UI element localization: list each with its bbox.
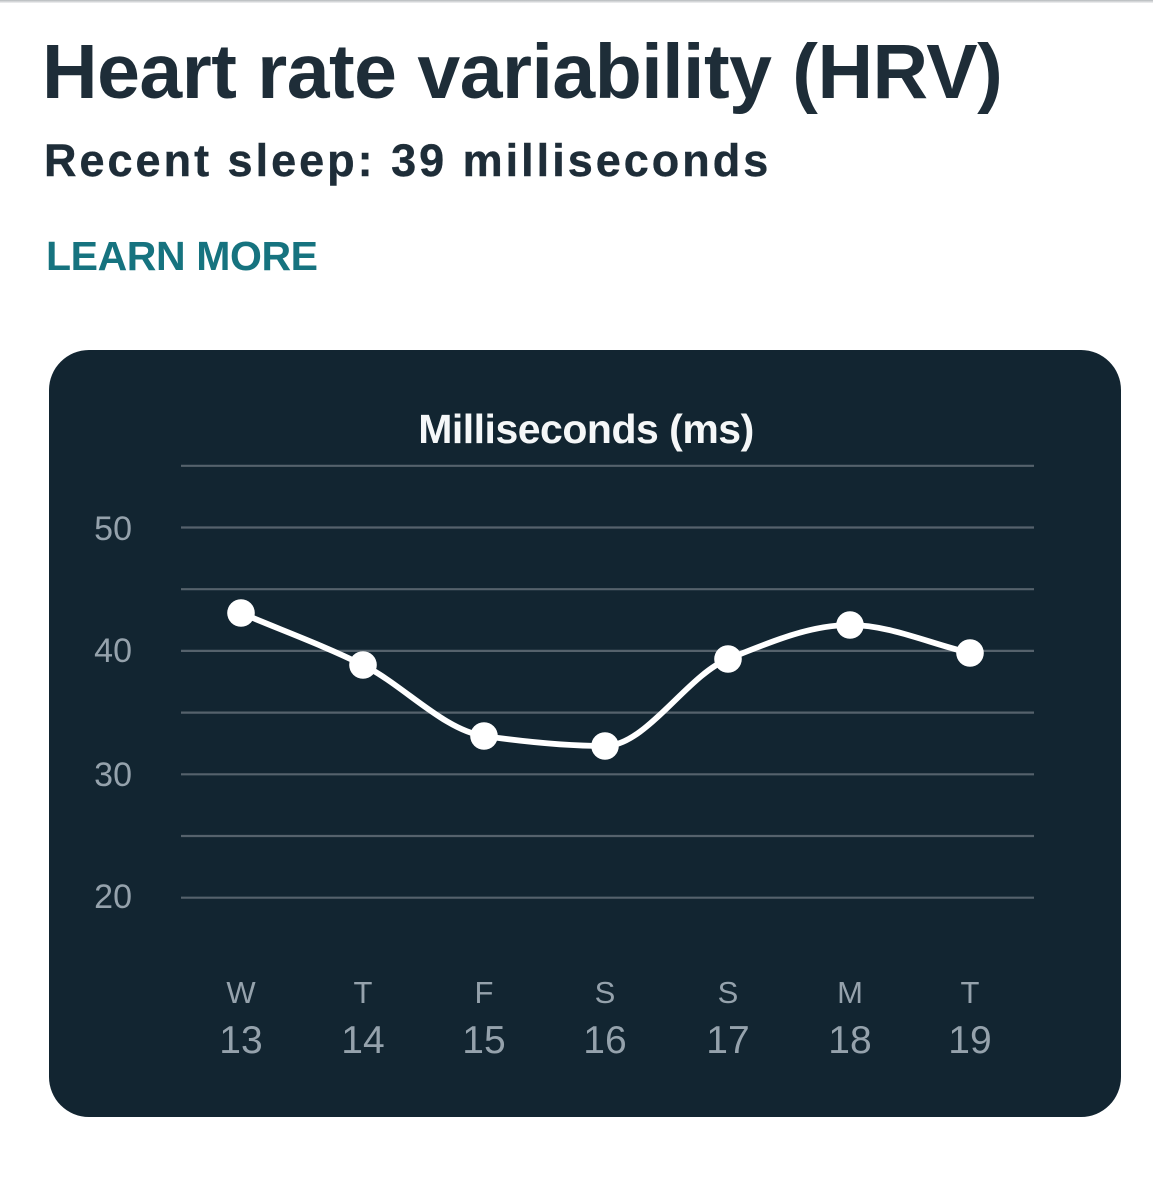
svg-text:20: 20 — [94, 878, 132, 916]
svg-text:Milliseconds (ms): Milliseconds (ms) — [418, 406, 754, 452]
svg-text:M: M — [837, 975, 863, 1010]
svg-text:16: 16 — [583, 1019, 626, 1062]
svg-text:F: F — [475, 975, 494, 1010]
svg-text:T: T — [961, 975, 980, 1010]
svg-text:T: T — [354, 975, 373, 1010]
svg-text:15: 15 — [462, 1019, 505, 1062]
svg-text:30: 30 — [94, 756, 132, 794]
svg-text:W: W — [226, 975, 256, 1010]
svg-text:18: 18 — [828, 1019, 871, 1062]
svg-text:13: 13 — [219, 1019, 262, 1062]
svg-text:19: 19 — [948, 1019, 991, 1062]
svg-text:14: 14 — [341, 1019, 384, 1062]
svg-text:S: S — [718, 975, 739, 1010]
svg-text:S: S — [595, 975, 616, 1010]
svg-text:40: 40 — [94, 632, 132, 670]
svg-text:17: 17 — [706, 1019, 749, 1062]
svg-text:50: 50 — [94, 510, 132, 548]
